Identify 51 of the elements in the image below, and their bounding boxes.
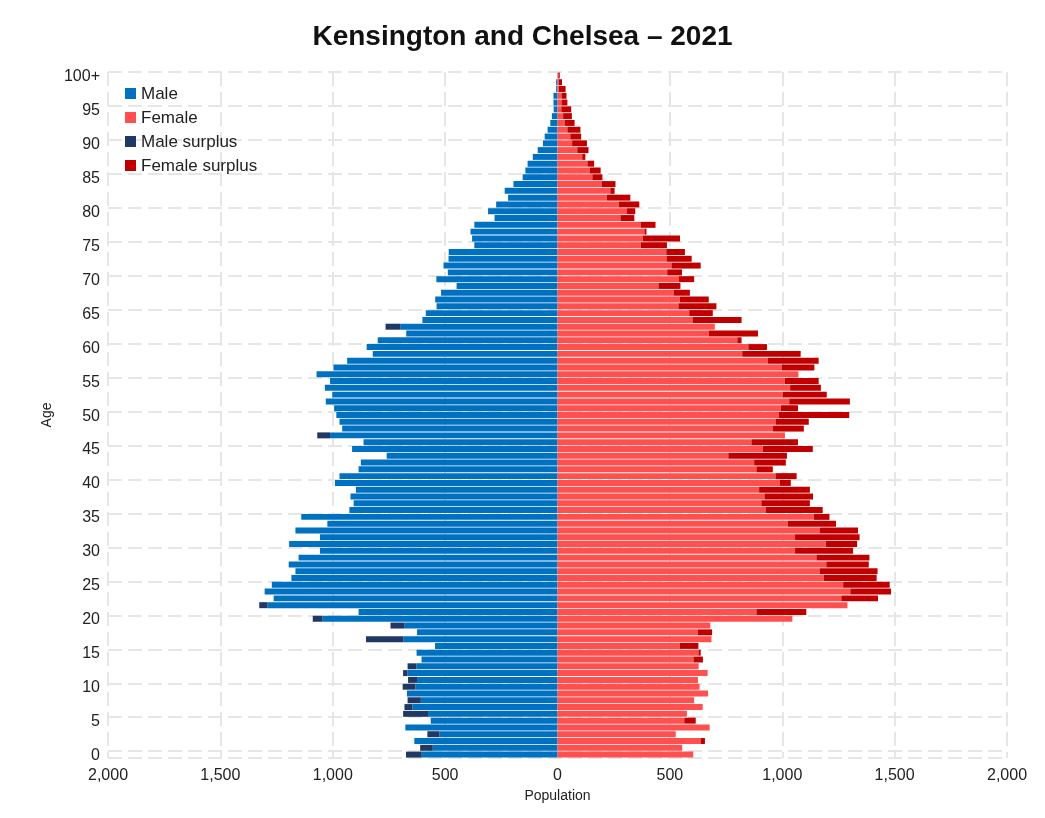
x-tick-label: 0	[553, 765, 563, 783]
bar	[259, 602, 268, 609]
x-tick-label: 1,500	[874, 765, 915, 783]
bar	[684, 717, 696, 724]
legend-label: Female surplus	[141, 156, 258, 175]
y-tick-label: 35	[82, 508, 101, 526]
y-tick-label: 45	[82, 440, 101, 458]
y-tick-label: 90	[82, 134, 101, 152]
bar	[366, 636, 404, 643]
chart-title: Kensington and Chelsea – 2021	[312, 19, 733, 51]
y-tick-label: 65	[82, 304, 101, 322]
bar	[390, 622, 405, 629]
y-tick-label: 80	[82, 202, 101, 220]
y-tick-label: 30	[82, 542, 101, 560]
y-tick-label: 60	[82, 338, 101, 356]
x-tick-label: 2,000	[87, 765, 129, 783]
y-tick-label: 100+	[63, 66, 100, 84]
x-tick-label: 1,500	[200, 765, 241, 783]
y-tick-label: 40	[82, 474, 101, 492]
x-axis-title: Population	[524, 787, 591, 803]
x-tick-label: 500	[656, 765, 684, 783]
x-tick-label: 1,000	[312, 765, 353, 783]
y-tick-label: 85	[82, 168, 101, 186]
y-tick-label: 10	[82, 678, 101, 696]
bar	[697, 629, 713, 636]
bar	[312, 615, 323, 622]
y-axis-title: Age	[38, 402, 55, 428]
bar	[756, 608, 807, 615]
y-tick-label: 70	[82, 270, 101, 288]
legend-label: Male	[141, 84, 178, 103]
y-tick-label: 25	[82, 576, 101, 594]
y-tick-label: 75	[82, 236, 101, 254]
bar	[700, 738, 705, 745]
bar	[385, 323, 401, 330]
bar	[427, 731, 440, 738]
bar	[317, 432, 331, 439]
y-tick-label: 55	[82, 372, 101, 390]
x-tick-label: 500	[431, 765, 459, 783]
y-tick-label: 15	[82, 644, 101, 662]
y-tick-label: 20	[82, 610, 101, 628]
bar	[679, 642, 699, 649]
y-tick-label: 50	[82, 406, 101, 424]
y-tick-label: 5	[91, 712, 101, 730]
x-tick-label: 1,000	[762, 765, 803, 783]
bar	[407, 663, 417, 670]
legend-label: Female	[141, 108, 198, 127]
y-tick-label: 95	[82, 100, 101, 118]
legend-label: Male surplus	[141, 132, 238, 151]
x-tick-label: 2,000	[986, 765, 1028, 783]
bar	[403, 670, 408, 677]
y-tick-label: 0	[91, 746, 101, 764]
